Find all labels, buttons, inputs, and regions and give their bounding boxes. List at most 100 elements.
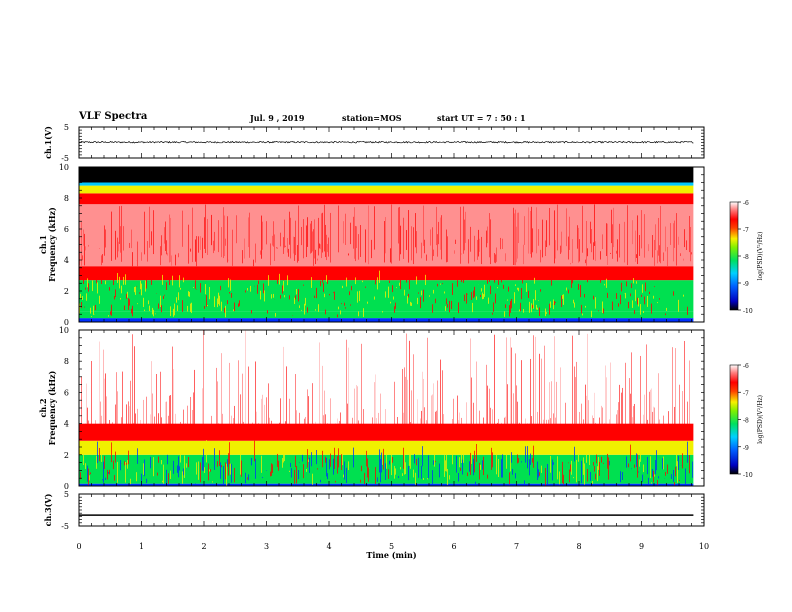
- ch2-spectrogram-ytick-label: 10: [59, 326, 69, 335]
- spectrogram-streak: [677, 461, 678, 483]
- x-tick-label: 9: [639, 542, 644, 551]
- spectrogram-streak: [339, 420, 340, 430]
- spectrogram-streak: [238, 303, 239, 307]
- spectrogram-streak: [117, 273, 118, 283]
- spectrogram-streak: [494, 253, 495, 263]
- spectrogram-streak: [80, 472, 81, 480]
- spectrogram-streak: [364, 472, 365, 485]
- ch1-spectrogram-colorbar-tick-label: -10: [743, 308, 753, 315]
- spectrogram-streak: [324, 204, 325, 252]
- spectrogram-streak: [282, 285, 283, 294]
- spectrogram-streak: [263, 283, 264, 294]
- spectrogram-streak: [340, 310, 341, 315]
- spectrogram-streak: [368, 467, 369, 482]
- spectrogram-streak: [178, 292, 179, 301]
- spectrogram-streak: [631, 352, 632, 430]
- spectrogram-streak: [218, 220, 219, 253]
- spectrogram-streak: [346, 339, 347, 430]
- spectrogram-streak: [262, 394, 263, 430]
- spectrogram-streak: [303, 464, 304, 479]
- spectrogram-streak: [81, 222, 82, 266]
- ch1-waveform-ytick-label: 5: [64, 123, 69, 132]
- spectrogram-streak: [146, 396, 147, 430]
- spectrogram-streak: [689, 215, 690, 253]
- spectrogram-streak: [126, 293, 127, 299]
- spectrogram-streak: [487, 385, 488, 430]
- spectrogram-streak: [294, 469, 295, 484]
- spectrogram-streak: [524, 216, 525, 245]
- spectrogram-streak: [207, 218, 208, 255]
- spectrogram-streak: [633, 406, 634, 430]
- spectrogram-streak: [399, 206, 400, 261]
- spectrogram-streak: [231, 292, 232, 298]
- spectrogram-streak: [122, 371, 123, 430]
- spectrogram-streak: [90, 307, 91, 314]
- spectrogram-streak: [348, 253, 349, 256]
- spectrogram-streak: [365, 229, 366, 263]
- spectrogram-streak: [324, 390, 325, 430]
- spectrogram-streak: [221, 227, 222, 258]
- spectrogram-streak: [311, 277, 312, 288]
- spectrogram-streak: [109, 287, 110, 291]
- spectrogram-streak: [228, 278, 229, 288]
- spectrogram-streak: [428, 455, 429, 479]
- spectrogram-streak: [572, 335, 573, 430]
- spectrogram-streak: [192, 207, 193, 263]
- spectrogram-streak: [534, 277, 535, 284]
- spectrogram-streak: [204, 217, 205, 249]
- spectrogram-streak: [640, 449, 641, 462]
- spectrogram-streak: [553, 462, 554, 465]
- spectrogram-streak: [266, 397, 267, 430]
- spectrogram-streak: [491, 447, 492, 470]
- spectrogram-streak: [392, 456, 393, 463]
- ch2-spectrogram-colorbar-tick-label: -6: [743, 363, 749, 370]
- spectrogram-streak: [659, 298, 660, 300]
- spectrogram-streak: [221, 465, 222, 468]
- spectrogram-streak: [172, 346, 173, 430]
- spectrogram-streak: [284, 219, 285, 248]
- spectrogram-streak: [104, 455, 105, 469]
- spectrogram-streak: [311, 452, 312, 467]
- spectrogram-streak: [606, 278, 607, 288]
- spectrogram-streak: [295, 374, 296, 430]
- spectrogram-streak: [348, 347, 349, 430]
- spectrogram-streak: [147, 241, 148, 262]
- spectrogram-streak: [385, 217, 386, 254]
- spectrogram-streak: [325, 456, 326, 463]
- spectrogram-streak: [214, 448, 215, 470]
- spectrogram-streak: [253, 259, 254, 267]
- spectrogram-streak: [546, 220, 547, 248]
- spectrogram-streak: [452, 283, 453, 295]
- spectrogram-streak: [101, 274, 102, 285]
- spectrogram-streak: [270, 243, 271, 266]
- spectrogram-streak: [483, 294, 484, 299]
- spectrogram-streak: [503, 284, 504, 289]
- spectrogram-streak: [155, 313, 156, 315]
- spectrogram-streak: [202, 388, 203, 430]
- spectrogram-streak: [533, 445, 534, 468]
- spectrogram-streak: [234, 467, 235, 483]
- spectrogram-streak: [673, 291, 674, 296]
- spectrogram-streak: [290, 217, 291, 259]
- spectrogram-streak: [216, 367, 217, 430]
- spectrogram-streak: [665, 313, 666, 316]
- spectrogram-streak: [176, 297, 177, 303]
- spectrogram-streak: [354, 207, 355, 259]
- spectrogram-streak: [320, 244, 321, 250]
- spectrogram-streak: [478, 229, 479, 257]
- spectrogram-streak: [512, 468, 513, 475]
- spectrogram-streak: [494, 334, 495, 430]
- spectrogram-streak: [426, 420, 427, 430]
- spectrogram-streak: [449, 300, 450, 313]
- spectrogram-streak: [532, 304, 533, 309]
- spectrogram-streak: [289, 211, 290, 245]
- spectrogram-streak: [261, 215, 262, 259]
- spectrogram-streak: [673, 223, 674, 262]
- spectrogram-streak: [691, 252, 692, 255]
- spectrogram-streak: [294, 236, 295, 261]
- spectrogram-streak: [683, 294, 684, 297]
- spectrogram-streak: [577, 225, 578, 249]
- spectrogram-streak: [584, 293, 585, 298]
- spectrogram-streak: [143, 399, 144, 430]
- spectrogram-streak: [597, 466, 598, 482]
